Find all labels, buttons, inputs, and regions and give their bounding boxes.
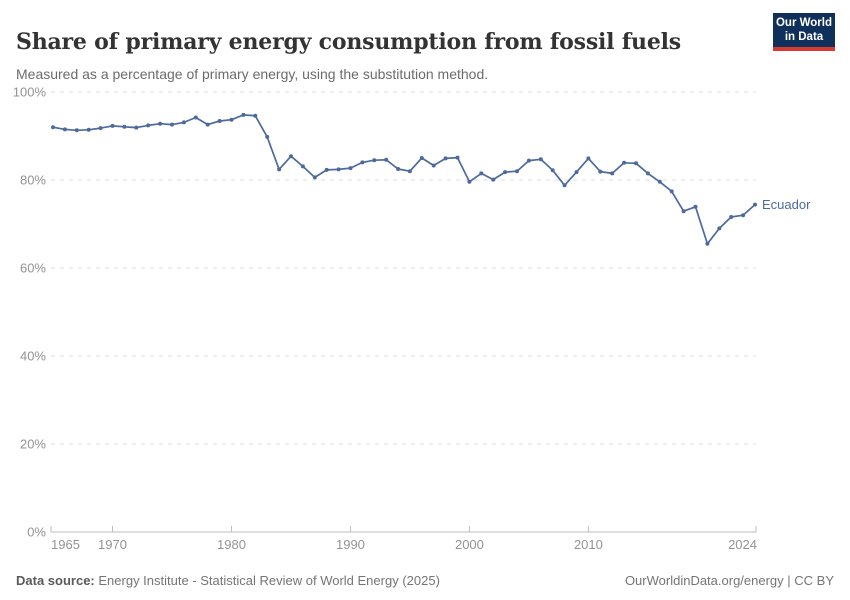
data-point[interactable] — [729, 215, 734, 219]
data-point[interactable] — [455, 155, 460, 160]
data-point[interactable] — [431, 163, 436, 168]
chart-title: Share of primary energy consumption from… — [16, 28, 681, 55]
y-tick-label: 40% — [20, 349, 46, 364]
data-point[interactable] — [265, 134, 270, 139]
line-chart[interactable]: 0% 20% 40% 60% 80% 100% 1965 1970 1980 1990 2000 20… — [0, 85, 850, 555]
data-point[interactable] — [753, 202, 757, 207]
data-point[interactable] — [86, 127, 91, 132]
data-point[interactable] — [491, 177, 496, 182]
data-point[interactable] — [693, 204, 698, 209]
x-tick-label: 1965 — [51, 537, 80, 552]
data-point[interactable] — [253, 113, 258, 118]
data-line[interactable] — [52, 114, 756, 245]
data-point[interactable] — [657, 179, 662, 184]
data-point[interactable] — [300, 164, 305, 169]
x-tick-label: 1990 — [336, 537, 365, 552]
data-point[interactable] — [419, 156, 424, 160]
data-point[interactable] — [181, 120, 186, 125]
data-point[interactable] — [217, 119, 222, 123]
data-point[interactable] — [467, 179, 472, 184]
owid-logo[interactable]: Our World in Data — [773, 13, 835, 51]
x-tick-label: 2000 — [455, 537, 484, 552]
data-point[interactable] — [550, 168, 555, 173]
data-point[interactable] — [62, 127, 67, 132]
data-point[interactable] — [443, 156, 448, 161]
data-point[interactable] — [98, 126, 103, 131]
data-point[interactable] — [324, 167, 329, 172]
data-point[interactable] — [598, 169, 603, 174]
owid-logo-line1: Our World — [775, 17, 832, 29]
data-point[interactable] — [241, 112, 246, 117]
data-source: Data source: Energy Institute - Statisti… — [16, 573, 440, 588]
y-tick-label: 100% — [13, 85, 47, 100]
data-source-label: Data source: — [16, 573, 95, 588]
data-point[interactable] — [312, 175, 317, 180]
data-point[interactable] — [110, 123, 115, 128]
data-point[interactable] — [622, 160, 627, 165]
data-point[interactable] — [574, 170, 579, 175]
data-point[interactable] — [586, 156, 591, 161]
y-tick-label: 20% — [20, 437, 46, 452]
data-point[interactable] — [634, 161, 638, 166]
credit-link[interactable]: OurWorldinData.org/energy | CC BY — [624, 573, 834, 588]
data-point[interactable] — [538, 157, 543, 162]
data-point[interactable] — [681, 209, 686, 214]
data-point[interactable] — [289, 154, 293, 159]
y-tick-label: 80% — [20, 173, 46, 188]
data-point[interactable] — [705, 241, 710, 246]
data-point[interactable] — [336, 167, 341, 172]
data-point[interactable] — [170, 122, 174, 127]
data-point[interactable] — [158, 121, 163, 126]
data-point[interactable] — [515, 169, 519, 174]
entity-label[interactable]: Ecuador — [762, 197, 811, 212]
data-point[interactable] — [229, 117, 234, 122]
data-source-value: Energy Institute - Statistical Review of… — [98, 573, 440, 588]
x-tick-label: 1980 — [217, 537, 246, 552]
chart-footer: Data source: Energy Institute - Statisti… — [16, 573, 834, 588]
x-tick-label: 2010 — [574, 537, 603, 552]
data-point[interactable] — [372, 158, 377, 163]
data-point[interactable] — [384, 157, 389, 162]
owid-logo-line2: in Data — [784, 31, 824, 43]
x-axis — [50, 526, 757, 533]
data-point[interactable] — [193, 115, 198, 120]
data-point[interactable] — [205, 122, 210, 127]
data-point[interactable] — [717, 226, 722, 231]
data-point[interactable] — [526, 158, 531, 163]
y-tick-label: 60% — [20, 261, 46, 276]
data-point[interactable] — [360, 160, 365, 165]
x-tick-label: 1970 — [98, 537, 127, 552]
data-point[interactable] — [479, 171, 484, 176]
data-point[interactable] — [503, 170, 508, 175]
data-point[interactable] — [645, 171, 650, 176]
data-point[interactable] — [122, 124, 127, 129]
data-point[interactable] — [610, 171, 615, 176]
chart-subtitle: Measured as a percentage of primary ener… — [16, 66, 489, 82]
data-point[interactable] — [348, 166, 353, 171]
data-point[interactable] — [741, 213, 746, 218]
data-point[interactable] — [134, 125, 139, 130]
data-point[interactable] — [407, 169, 412, 174]
data-point[interactable] — [277, 167, 282, 172]
x-tick-label: 2024 — [728, 537, 757, 552]
data-point[interactable] — [146, 123, 151, 128]
data-point[interactable] — [396, 167, 401, 171]
data-point[interactable] — [669, 189, 674, 194]
data-point[interactable] — [562, 183, 567, 188]
data-point[interactable] — [51, 125, 55, 130]
data-point[interactable] — [74, 128, 79, 133]
y-tick-label: 0% — [27, 525, 46, 540]
